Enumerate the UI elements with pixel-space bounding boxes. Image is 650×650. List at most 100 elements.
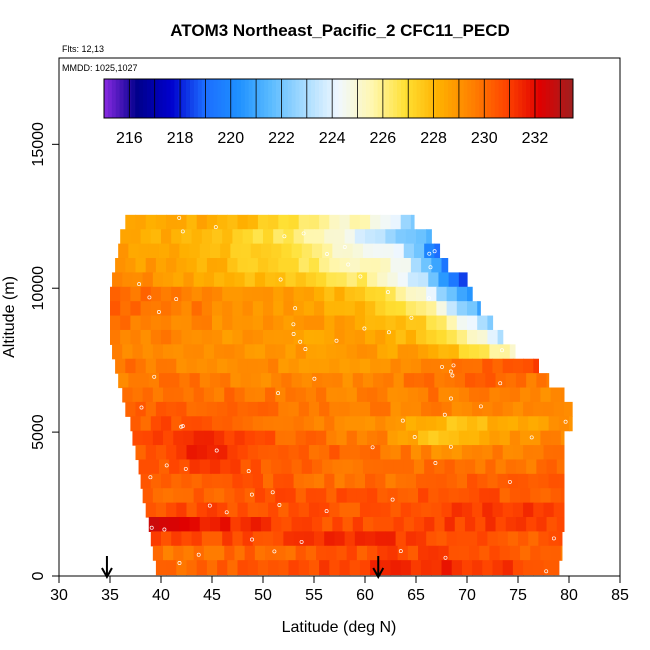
heatmap-cell: [308, 214, 320, 230]
plot-frame: [58, 57, 621, 577]
heatmap-cell: [271, 459, 282, 475]
heatmap-cell: [250, 373, 262, 389]
heatmap-cell: [135, 445, 147, 461]
heatmap-cell: [125, 358, 137, 374]
heatmap-cell: [424, 243, 435, 259]
heatmap-cell: [520, 430, 531, 446]
heatmap-cell: [224, 488, 236, 504]
heatmap-cell: [509, 344, 516, 360]
heatmap-cell: [254, 387, 266, 403]
colorbar-segment: [385, 79, 390, 118]
heatmap-cell: [240, 517, 252, 532]
heatmap-cell: [244, 430, 256, 446]
heatmap-cell: [128, 243, 140, 259]
heatmap-cell: [196, 445, 208, 461]
heatmap-cell: [365, 473, 376, 489]
heatmap-cell: [324, 229, 335, 245]
heatmap-cell: [390, 560, 402, 576]
heatmap-cell: [428, 272, 440, 288]
colorbar-segment: [201, 79, 207, 118]
heatmap-cell: [407, 488, 419, 504]
heatmap-cell: [316, 344, 327, 360]
colorbar-segment: [444, 79, 449, 118]
colorbar-segment: [412, 79, 418, 118]
heatmap-cell: [316, 272, 327, 288]
heatmap-cell: [485, 373, 497, 389]
heatmap-cell: [142, 344, 154, 360]
heatmap-cell: [265, 387, 276, 403]
heatmap-cell: [467, 473, 478, 489]
heatmap-cell: [354, 329, 366, 345]
heatmap-cell: [244, 488, 256, 504]
heatmap-cell: [334, 473, 346, 489]
heatmap-cell: [461, 560, 473, 576]
heatmap-cell: [458, 272, 468, 288]
heatmap-cell: [155, 358, 167, 374]
heatmap-cell: [257, 214, 269, 230]
heatmap-cell: [329, 560, 341, 576]
heatmap-cell: [254, 430, 266, 446]
heatmap-cell: [546, 459, 558, 475]
colorbar-segment: [123, 79, 128, 118]
colorbar-segment: [311, 79, 316, 118]
heatmap-cell: [214, 272, 225, 288]
heatmap-cell: [311, 459, 323, 475]
heatmap-cell: [497, 531, 509, 547]
heatmap-cell: [329, 358, 341, 374]
heatmap-cell: [199, 517, 211, 532]
heatmap-cell: [271, 373, 282, 389]
heatmap-cell: [497, 416, 509, 432]
heatmap-cell: [288, 258, 300, 273]
heatmap-cell: [217, 502, 228, 518]
heatmap-cell: [385, 531, 397, 547]
heatmap-cell: [247, 401, 259, 417]
heatmap-cell: [161, 416, 172, 432]
heatmap-cell: [380, 560, 392, 576]
heatmap-cell: [454, 459, 466, 475]
heatmap-cell: [383, 243, 395, 259]
y-tick-label: 15000: [30, 122, 47, 167]
heatmap-cell: [436, 416, 448, 432]
heatmap-cell: [334, 329, 346, 345]
heatmap-cell: [166, 358, 177, 374]
measurement-point: [400, 418, 405, 423]
heatmap-cell: [375, 315, 386, 331]
heatmap-cell: [380, 258, 392, 273]
flight-markers: [101, 556, 385, 580]
heatmap-cell: [322, 373, 333, 389]
heatmap-cell: [324, 301, 335, 317]
heatmap-cell: [326, 344, 338, 360]
heatmap-cell: [395, 286, 407, 302]
heatmap-cell: [367, 545, 378, 561]
measurement-point: [277, 503, 282, 507]
heatmap-cell: [548, 473, 560, 489]
heatmap-cell: [293, 329, 305, 345]
heatmap-cell: [482, 358, 494, 374]
measurement-point: [362, 326, 367, 331]
heatmap-cell: [305, 430, 317, 446]
measurement-point: [529, 435, 534, 440]
heatmap-cell: [515, 517, 527, 532]
heatmap-cell: [334, 286, 346, 302]
heatmap-cell: [495, 373, 507, 389]
heatmap-cell: [492, 358, 504, 374]
heatmap-cell: [176, 445, 188, 461]
heatmap-cell: [448, 488, 460, 504]
heatmap-cell: [560, 545, 563, 561]
heatmap-cell: [311, 243, 323, 259]
heatmap-cell: [163, 272, 174, 288]
heatmap-cell: [400, 401, 412, 417]
heatmap-cell: [426, 531, 437, 547]
heatmap-cell: [349, 401, 361, 417]
heatmap-cell: [265, 272, 276, 288]
measurement-point: [164, 463, 169, 468]
measurement-point: [298, 339, 303, 344]
heatmap-cell: [352, 459, 364, 475]
heatmap-cell: [526, 459, 537, 475]
heatmap-cell: [191, 473, 203, 489]
heatmap-cell: [152, 545, 164, 561]
heatmap-cell: [166, 401, 177, 417]
heatmap-cell: [492, 445, 504, 461]
heatmap-cell: [322, 517, 333, 532]
colorbar-tick-label: 218: [167, 130, 194, 147]
